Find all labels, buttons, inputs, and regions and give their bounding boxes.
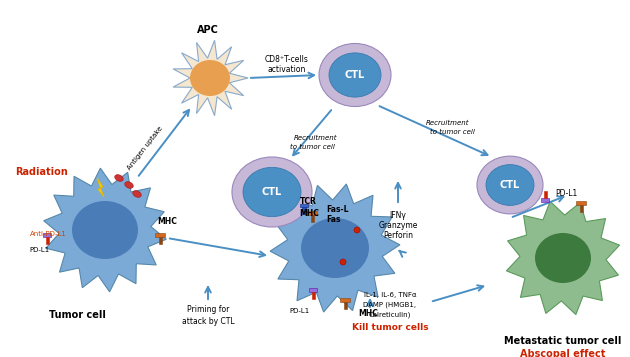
Ellipse shape	[133, 191, 141, 197]
Bar	[43, 233, 51, 237]
Text: CTL: CTL	[345, 70, 365, 80]
Text: Tumor cell: Tumor cell	[49, 310, 105, 320]
Text: Fas-L: Fas-L	[326, 206, 348, 215]
Text: TCR: TCR	[300, 197, 317, 206]
Bar	[302, 206, 306, 214]
Bar	[544, 191, 546, 198]
Ellipse shape	[486, 165, 534, 205]
Circle shape	[354, 227, 360, 233]
Text: PD-L1: PD-L1	[555, 190, 577, 198]
Ellipse shape	[301, 218, 369, 278]
Ellipse shape	[319, 44, 391, 106]
Text: Antigen uptake: Antigen uptake	[126, 125, 164, 171]
Text: APC: APC	[197, 25, 219, 35]
Text: Priming for
attack by CTL: Priming for attack by CTL	[181, 305, 234, 326]
Text: Recruitment: Recruitment	[294, 135, 338, 141]
Text: Fas: Fas	[326, 216, 340, 225]
Ellipse shape	[535, 233, 591, 283]
Ellipse shape	[232, 157, 312, 227]
Bar	[45, 237, 49, 244]
Text: Recruitment: Recruitment	[427, 120, 470, 126]
Text: Perforin: Perforin	[383, 231, 413, 240]
Bar	[307, 211, 317, 215]
Text: Radiation: Radiation	[15, 167, 68, 177]
Ellipse shape	[190, 60, 230, 96]
Polygon shape	[43, 168, 166, 292]
Text: PD-L1: PD-L1	[290, 308, 310, 314]
Text: to tumor cell: to tumor cell	[430, 129, 474, 135]
Polygon shape	[507, 201, 619, 315]
Bar	[159, 237, 161, 244]
Ellipse shape	[243, 167, 301, 217]
Text: MHC: MHC	[358, 310, 378, 318]
Text: MHC: MHC	[299, 210, 319, 218]
Ellipse shape	[72, 201, 138, 259]
Ellipse shape	[115, 175, 123, 181]
Polygon shape	[97, 178, 104, 197]
Text: Granzyme: Granzyme	[378, 221, 418, 230]
Bar	[343, 302, 346, 309]
Bar	[311, 215, 314, 222]
Bar	[340, 298, 350, 302]
Bar	[541, 198, 549, 202]
Bar	[580, 205, 583, 212]
Ellipse shape	[329, 53, 381, 97]
Text: Metastatic tumor cell: Metastatic tumor cell	[504, 336, 622, 346]
Text: Anti-PD-L1: Anti-PD-L1	[30, 231, 67, 237]
Text: Kill tumor cells: Kill tumor cells	[352, 323, 428, 332]
Text: IL-1, IL-6, TNFα: IL-1, IL-6, TNFα	[364, 292, 416, 298]
Text: to tumor cell: to tumor cell	[290, 144, 335, 150]
Text: activation: activation	[268, 65, 306, 75]
Text: IFNγ: IFNγ	[389, 211, 406, 220]
Text: PD-L1: PD-L1	[29, 247, 49, 253]
Bar	[309, 288, 317, 292]
Text: Abscopal effect: Abscopal effect	[520, 349, 605, 357]
Circle shape	[340, 259, 346, 265]
Polygon shape	[173, 40, 248, 116]
Bar	[155, 233, 165, 237]
Text: MHC: MHC	[157, 217, 177, 226]
Text: CD8⁺T-cells: CD8⁺T-cells	[265, 55, 309, 65]
Bar	[576, 201, 586, 205]
Text: DAMP (HMGB1,: DAMP (HMGB1,	[364, 302, 416, 308]
Text: CTL: CTL	[500, 180, 520, 190]
Text: CTL: CTL	[262, 187, 282, 197]
Ellipse shape	[477, 156, 543, 214]
Bar	[300, 204, 308, 207]
Text: Calreticulin): Calreticulin)	[369, 312, 411, 318]
Polygon shape	[270, 184, 400, 312]
Ellipse shape	[125, 182, 134, 188]
Bar	[311, 292, 314, 299]
